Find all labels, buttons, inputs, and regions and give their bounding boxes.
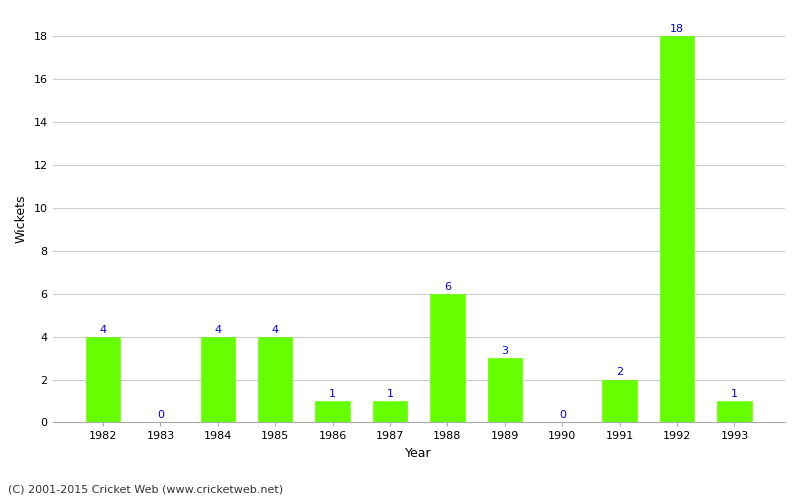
Bar [602,380,637,422]
Bar [718,401,752,422]
Text: 1: 1 [386,389,394,399]
X-axis label: Year: Year [406,447,432,460]
Bar [86,336,120,422]
Text: 1: 1 [329,389,336,399]
Bar [660,36,694,422]
Text: 4: 4 [272,324,279,334]
Text: 1: 1 [731,389,738,399]
Text: 0: 0 [157,410,164,420]
Bar [258,336,293,422]
Text: 18: 18 [670,24,684,34]
Text: 4: 4 [214,324,222,334]
Text: (C) 2001-2015 Cricket Web (www.cricketweb.net): (C) 2001-2015 Cricket Web (www.cricketwe… [8,485,283,495]
Bar [430,294,465,422]
Bar [201,336,235,422]
Text: 3: 3 [502,346,508,356]
Bar [315,401,350,422]
Text: 4: 4 [99,324,106,334]
Y-axis label: Wickets: Wickets [15,194,28,243]
Bar [373,401,407,422]
Text: 2: 2 [616,368,623,378]
Bar [488,358,522,422]
Text: 0: 0 [558,410,566,420]
Text: 6: 6 [444,282,451,292]
